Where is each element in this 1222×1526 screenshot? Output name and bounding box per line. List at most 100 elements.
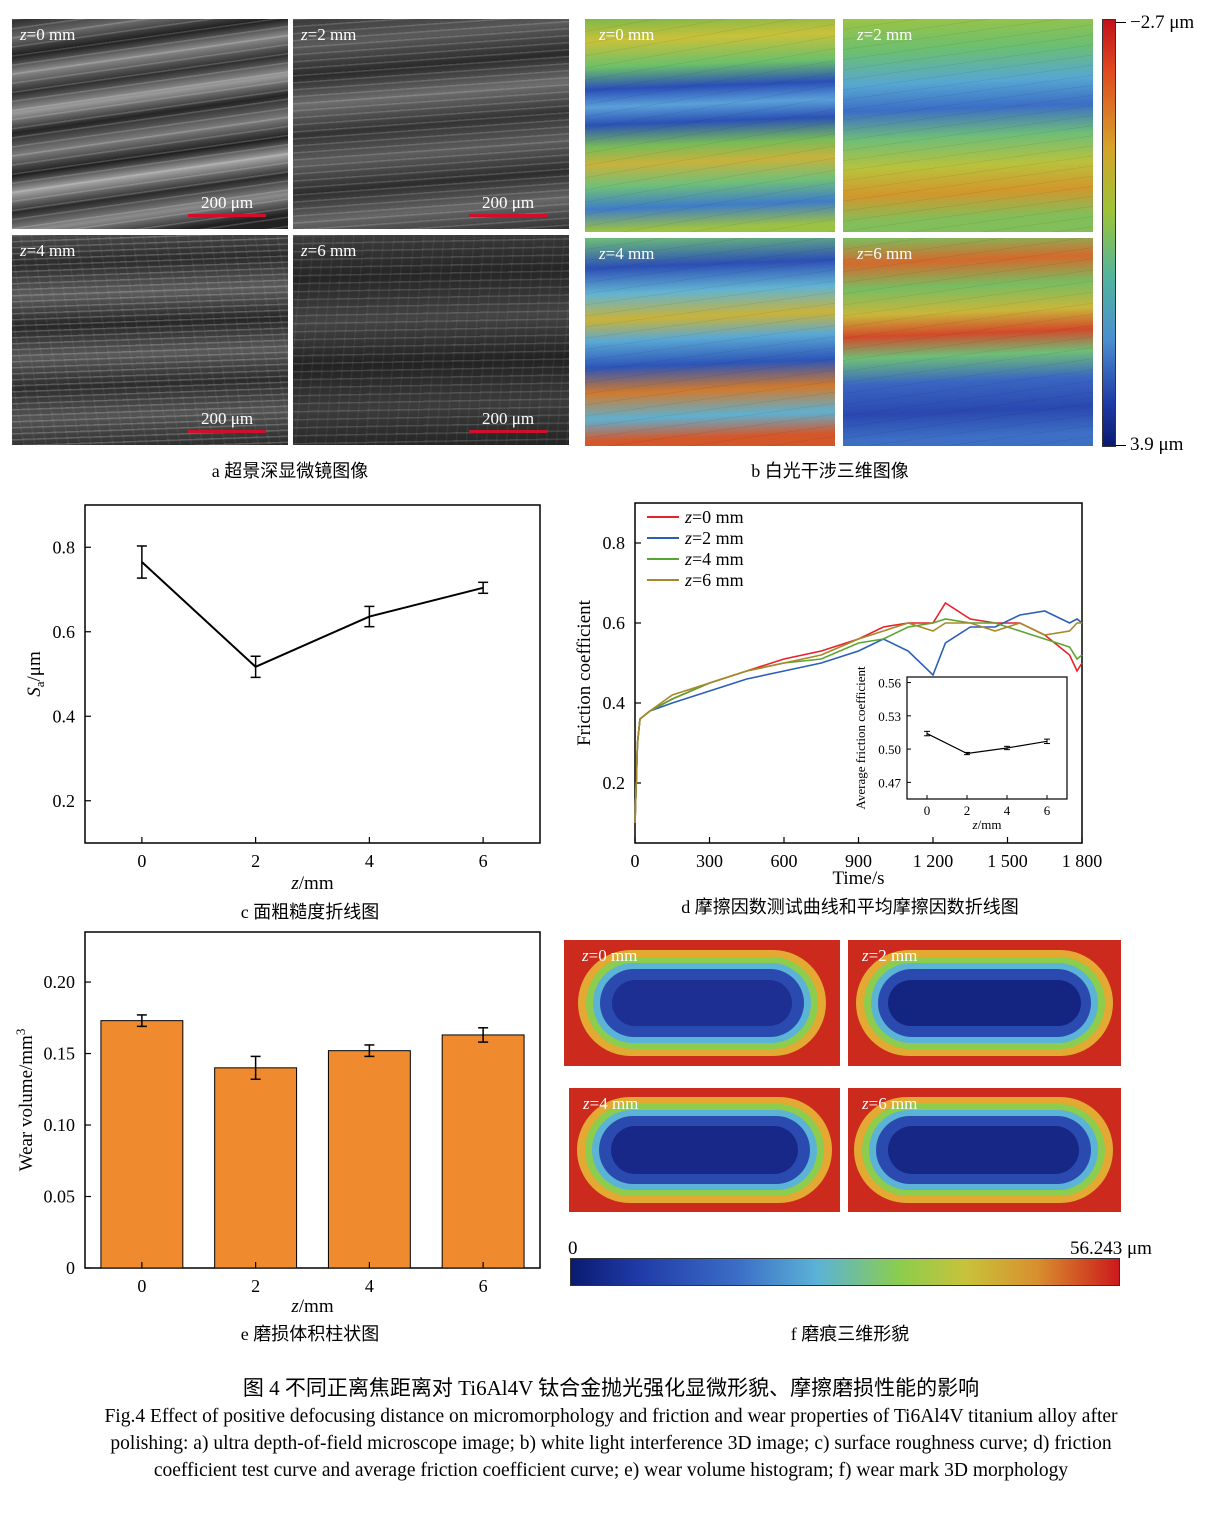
inset-y-axis-label: Average friction coefficient [853, 666, 868, 810]
colorbar-bottom-tick [1116, 445, 1126, 446]
x-tick-label: 0 [631, 851, 640, 871]
caption-d: d 摩擦因数测试曲线和平均摩擦因数折线图 [681, 897, 1019, 917]
x-tick-label: 1 500 [987, 851, 1028, 871]
x-axis-label: z/mm [290, 1296, 333, 1317]
inset-x-axis-label: z/mm [972, 817, 1002, 832]
y-tick-label: 0.8 [603, 533, 626, 553]
plot-frame [84, 504, 541, 844]
scale-bar: 200 μm [469, 409, 547, 433]
colorbar-f-max: 56.243 μm [1070, 1238, 1152, 1259]
inset-x-tick-label: 0 [924, 803, 931, 818]
scale-bar: 200 μm [469, 193, 547, 217]
inset-y-tick-label: 0.47 [878, 775, 901, 790]
bar [100, 1020, 184, 1269]
y-tick-label: 0.05 [44, 1187, 76, 1207]
bar [327, 1050, 411, 1269]
tile-label: z=0 mm [599, 25, 655, 44]
tile-label: z=2 mm [862, 946, 918, 965]
x-tick-label: 6 [479, 1276, 488, 1296]
colorbar-b [1102, 19, 1116, 447]
chart-e: 0 0.05 0.10 0.15 0.20 0 2 4 6 z/mm Wear volume/mm3 [13, 931, 541, 1317]
x-tick-label: 4 [365, 1276, 374, 1296]
scale-bar: 200 μm [188, 193, 266, 217]
colorbar-bottom-label: 3.9 μm [1130, 434, 1184, 455]
y-tick-label: 0.8 [53, 537, 76, 557]
y-tick-label: 0.2 [53, 791, 76, 811]
x-tick-label: 600 [771, 851, 798, 871]
y-tick-label: 0 [66, 1258, 75, 1278]
caption-c: c 面粗糙度折线图 [240, 902, 380, 922]
chart-d: 0.2 0.4 0.6 0.8 0 300 600 900 1 200 1 500 1 800 Tim… [574, 502, 1103, 889]
y-tick-label: 0.6 [53, 622, 76, 642]
legend-label: z=4 mm [684, 549, 744, 569]
legend-label: z=6 mm [684, 570, 744, 590]
x-tick-label: 900 [845, 851, 872, 871]
series-line-3 [634, 622, 1082, 824]
plot-frame [84, 931, 541, 1269]
x-tick-label: 2 [251, 851, 260, 871]
series-line [141, 561, 484, 668]
x-tick-label: 2 [251, 1276, 260, 1296]
inset-x-tick-label: 6 [1044, 803, 1051, 818]
wear-mark-z2: z=2 mm [848, 940, 1121, 1066]
y-tick-label: 0.20 [44, 972, 76, 992]
tile-label: z=4 mm [20, 241, 76, 260]
tile-label: z=4 mm [599, 244, 655, 263]
tile-label: z=2 mm [301, 25, 357, 44]
caption-a: a 超景深显微镜图像 [211, 461, 369, 481]
colorbar-top-tick [1116, 22, 1126, 23]
colorbar-f-min: 0 [568, 1238, 578, 1259]
figure-english-caption: Fig.4 Effect of positive defocusing dist… [104, 1406, 1118, 1481]
interference-image-z0: z=0 mm [585, 19, 835, 232]
microscope-image-z0: z=0 mm 200 μm [12, 19, 288, 229]
x-axis-label: z/mm [290, 873, 333, 894]
series-line-2 [634, 618, 1083, 824]
y-tick-label: 0.6 [603, 613, 626, 633]
y-tick-label: 0.10 [44, 1115, 76, 1135]
y-tick-label: 0.4 [53, 706, 76, 726]
y-axis-label: Wear volume/mm3 [13, 1029, 37, 1172]
inset-y-tick-label: 0.56 [878, 676, 901, 691]
x-tick-label: 0 [137, 851, 146, 871]
tile-label: z=4 mm [583, 1094, 639, 1113]
microscope-image-z4: z=4 mm 200 μm [12, 235, 288, 445]
colorbar-top-label: −2.7 μm [1130, 12, 1195, 33]
interference-image-z4: z=4 mm [585, 238, 835, 446]
x-tick-label: 300 [696, 851, 723, 871]
y-axis-label: Sa/μm [24, 651, 47, 697]
y-axis-label: Friction coefficient [574, 599, 595, 746]
x-tick-label: 1 200 [913, 851, 954, 871]
inset-x-tick-label: 2 [964, 803, 971, 818]
x-axis-label: Time/s [832, 868, 884, 889]
caption-b: b 白光干涉三维图像 [751, 461, 909, 481]
inset-x-tick-label: 4 [1004, 803, 1011, 818]
inset-line [926, 733, 1048, 755]
tile-label: z=6 mm [862, 1094, 918, 1113]
x-tick-label: 6 [479, 851, 488, 871]
legend-label: z=2 mm [684, 528, 744, 548]
tile-label: z=0 mm [582, 946, 638, 965]
scale-bar: 200 μm [188, 409, 266, 433]
interference-image-z2: z=2 mm [843, 19, 1093, 232]
interference-image-z6: z=6 mm [843, 238, 1093, 446]
microscope-image-z6: z=6 mm 200 μm [293, 235, 569, 445]
colorbar-f [570, 1258, 1120, 1286]
inset-frame [906, 676, 1068, 800]
x-tick-label: 4 [365, 851, 374, 871]
y-tick-label: 0.15 [44, 1044, 76, 1064]
wear-mark-z0: z=0 mm [564, 940, 840, 1066]
y-tick-label: 0.4 [603, 693, 626, 713]
y-tick-label: 0.2 [603, 773, 626, 793]
microscope-image-z2: z=2 mm 200 μm [293, 19, 569, 229]
figure-title: 图 4 不同正离焦距离对 Ti6Al4V 钛合金抛光强化显微形貌、摩擦磨损性能的… [242, 1376, 980, 1400]
x-tick-label: 0 [137, 1276, 146, 1296]
tile-label: z=6 mm [857, 244, 913, 263]
legend-label: z=0 mm [684, 507, 744, 527]
inset-y-tick-label: 0.50 [878, 742, 901, 757]
inset-y-tick-label: 0.53 [878, 709, 901, 724]
tile-label: z=6 mm [301, 241, 357, 260]
x-tick-label: 1 800 [1062, 851, 1103, 871]
wear-mark-z4: z=4 mm [569, 1088, 840, 1212]
chart-c: 0.2 0.4 0.6 0.8 0 2 4 6 z/mm Sa/μm [24, 504, 541, 894]
bar [441, 1034, 525, 1269]
